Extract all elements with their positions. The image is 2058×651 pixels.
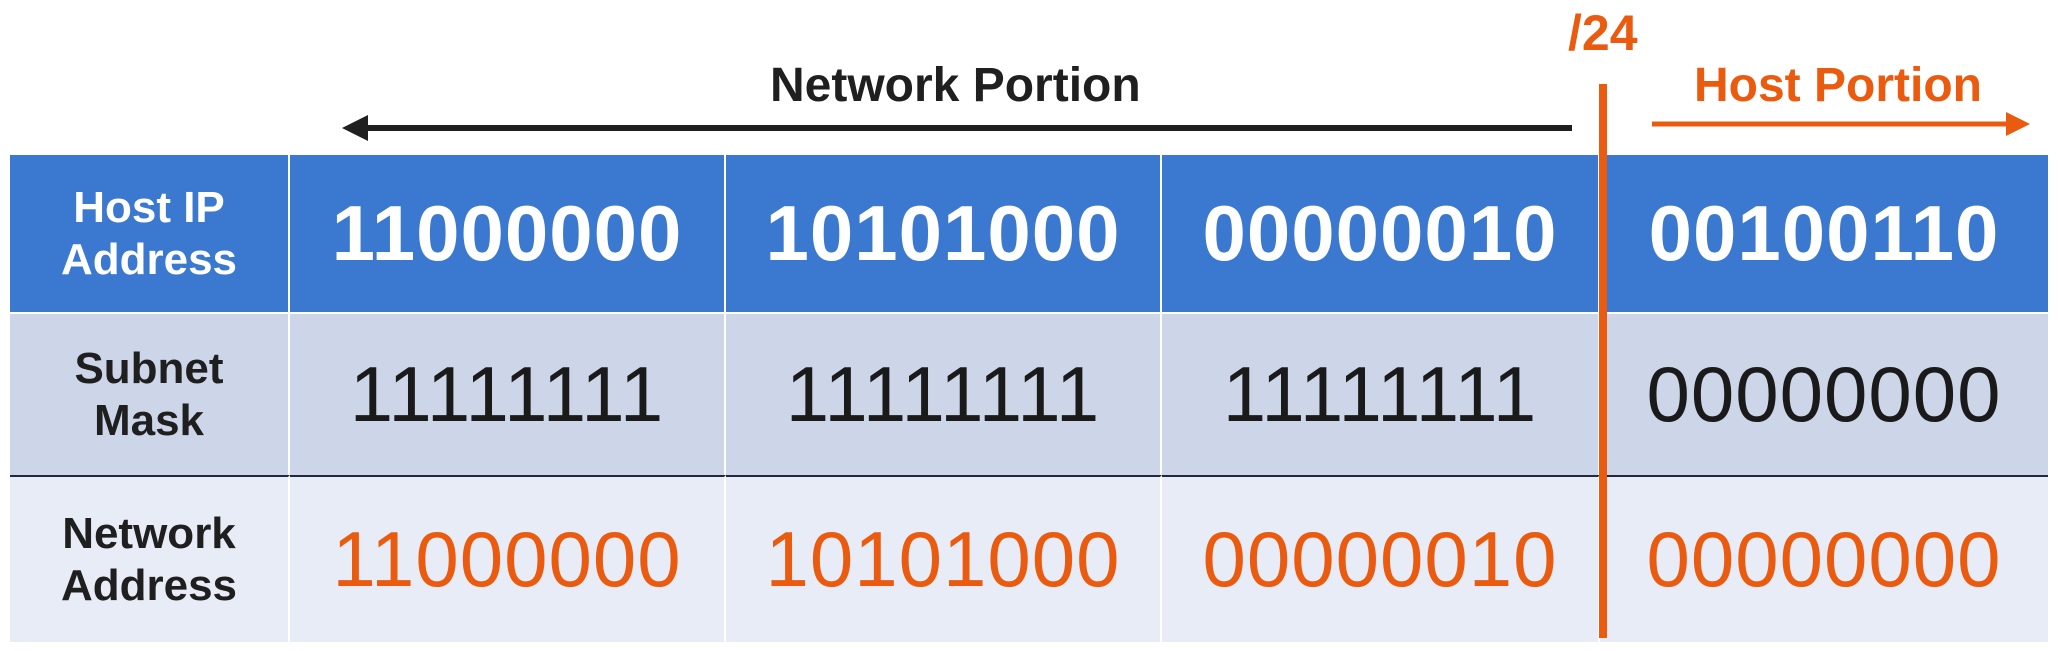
octet-value: 11000000 (331, 189, 683, 277)
octet-value: 11111111 (349, 350, 665, 438)
row-header-host-ip: Host IP Address (10, 155, 290, 312)
network-portion-arrow (342, 115, 1572, 141)
octet-cell: 00000000 (1600, 312, 2048, 475)
octet-value: 00000010 (1202, 189, 1558, 277)
octet-value: 11111111 (785, 350, 1101, 438)
prefix-length-label: /24 (1568, 5, 1638, 61)
octet-value: 11000000 (332, 515, 682, 603)
octet-value: 00000000 (1646, 350, 2002, 438)
octet-cell: 10101000 (726, 155, 1162, 312)
octet-cell: 00100110 (1600, 155, 2048, 312)
octet-value: 00000010 (1202, 515, 1558, 603)
octet-cell: 11000000 (290, 155, 726, 312)
octet-value: 11111111 (1222, 350, 1538, 438)
octet-cell: 11000000 (290, 475, 726, 642)
octet-cell: 00000010 (1162, 475, 1600, 642)
octet-cell: 00000010 (1162, 155, 1600, 312)
row-header-network-address: Network Address (10, 475, 290, 642)
host-portion-label: Host Portion (1694, 59, 1982, 112)
octet-value: 10101000 (765, 189, 1121, 277)
row-header-subnet-mask: Subnet Mask (10, 312, 290, 475)
octet-value: 00000000 (1646, 515, 2002, 603)
octet-cell: 11111111 (1162, 312, 1600, 475)
octet-cell: 00000000 (1600, 475, 2048, 642)
octet-value: 00100110 (1648, 189, 2000, 277)
network-portion-label: Network Portion (770, 59, 1141, 112)
octet-value: 10101000 (765, 515, 1121, 603)
octet-cell: 11111111 (726, 312, 1162, 475)
host-portion-arrow (1652, 112, 2030, 136)
octet-cell: 10101000 (726, 475, 1162, 642)
octet-cell: 11111111 (290, 312, 726, 475)
binary-table: Host IP Address 11000000 10101000 0000001… (10, 155, 2048, 642)
